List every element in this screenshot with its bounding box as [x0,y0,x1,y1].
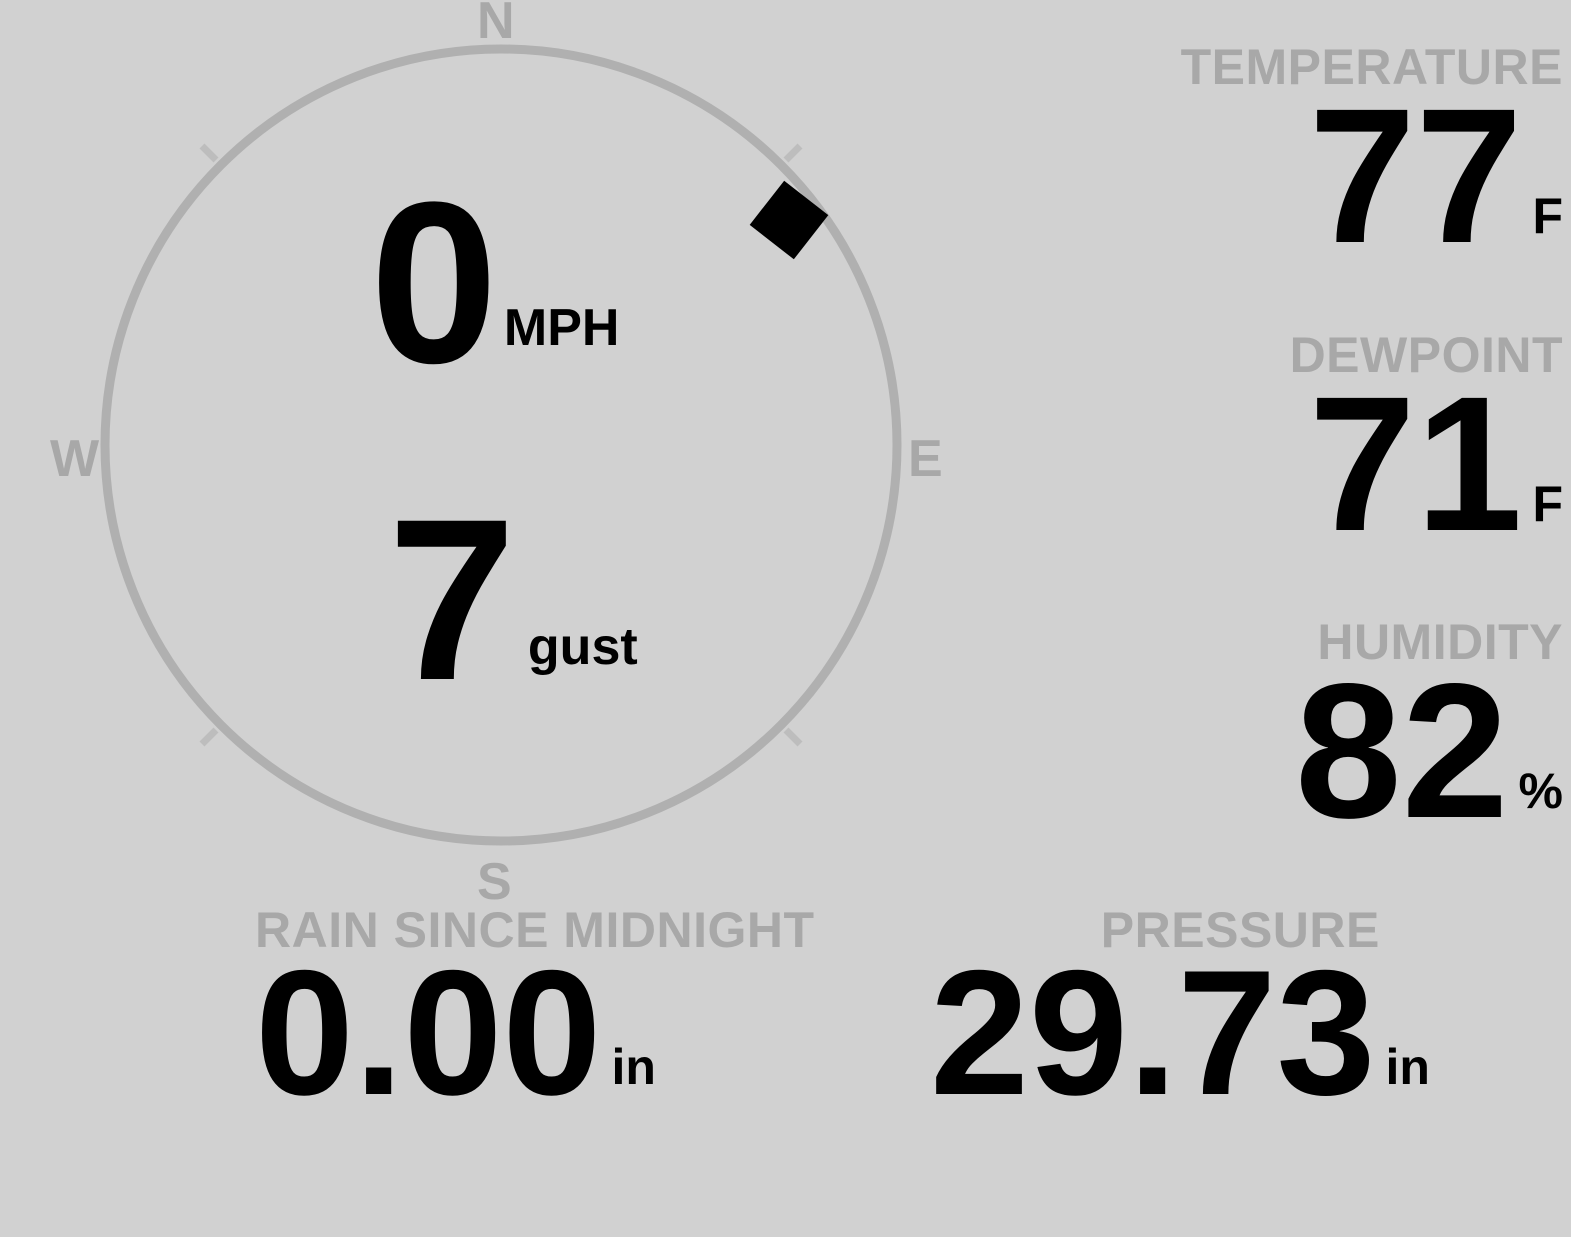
metric-pressure-unit: in [1385,1038,1430,1095]
wind-speed-value: 0 [370,154,498,411]
metric-pressure-label: PRESSURE [1100,902,1380,958]
metric-pressure-value: 29.73 [930,933,1376,1132]
metric-dewpoint-readout: 71 F [1290,356,1563,571]
compass-label-east: E [908,430,943,488]
metric-temperature-readout: 77 F [1181,68,1563,283]
metric-dewpoint: DEWPOINT 71 F [1289,327,1563,571]
wind-gust-value: 7 [388,471,516,728]
metric-rain-since-midnight-unit: in [611,1038,656,1095]
wind-gust-readout: 7 gust [388,471,638,728]
compass-label-south: S [477,853,512,911]
compass-label-north: N [477,0,515,50]
metric-rain-since-midnight-label: RAIN SINCE MIDNIGHT [255,902,815,958]
metric-humidity-readout: 82 % [1294,643,1563,858]
metric-pressure-readout: 29.73 in [930,933,1430,1132]
metric-rain-since-midnight: RAIN SINCE MIDNIGHT 0.00 in [255,902,815,1132]
metric-pressure: PRESSURE 29.73 in [930,902,1430,1132]
wind-gust-unit: gust [527,618,638,677]
metric-temperature-unit: F [1532,187,1563,244]
metric-rain-since-midnight-value: 0.00 [255,933,602,1132]
metric-temperature-label: TEMPERATURE [1180,39,1563,95]
metric-dewpoint-label: DEWPOINT [1289,327,1563,383]
compass-ticks [199,143,803,747]
metric-humidity-label: HUMIDITY [1317,614,1563,670]
metric-dewpoint-unit: F [1532,475,1563,532]
wind-direction-marker [749,180,829,260]
metric-dewpoint-value: 71 [1308,356,1523,571]
wind-speed-unit: MPH [503,299,620,358]
compass-ring [100,44,902,846]
wind-compass-panel: N E S W 0 MPH 7 gust [0,0,1010,910]
metric-rain-since-midnight-readout: 0.00 in [255,933,815,1132]
metric-temperature: TEMPERATURE 77 F [1180,39,1563,283]
compass-label-west: W [50,430,100,488]
compass-dial [100,44,902,846]
wind-speed-readout: 0 MPH [370,154,620,411]
metric-humidity-unit: % [1518,762,1563,819]
metric-humidity-value: 82 [1294,643,1509,858]
metric-temperature-value: 77 [1308,68,1523,283]
metric-humidity: HUMIDITY 82 % [1294,614,1563,858]
